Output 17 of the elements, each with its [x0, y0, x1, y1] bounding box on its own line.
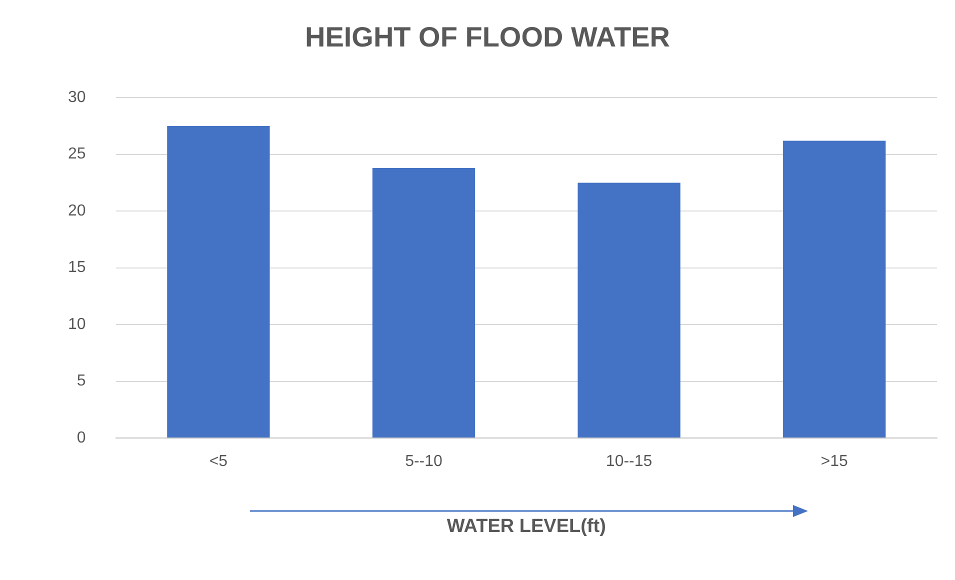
y-tick-label: 25	[68, 146, 86, 163]
x-tick-label: 10--15	[606, 453, 652, 470]
x-tick-label: <5	[209, 453, 228, 470]
y-tick-label: 5	[76, 372, 86, 390]
x-axis-title: WATER LEVEL(ft)	[446, 516, 606, 537]
x-tick-label: >15	[820, 453, 848, 470]
y-tick-label: 30	[68, 89, 86, 106]
y-tick-label: 15	[68, 259, 86, 276]
bar	[783, 140, 886, 438]
bar	[167, 126, 270, 438]
chart-title: HEIGHT OF FLOOD WATER	[304, 22, 670, 53]
bar	[578, 182, 680, 438]
y-tick-label: 10	[68, 316, 86, 333]
y-tick-label: 20	[68, 202, 86, 220]
y-tick-label: 0	[76, 429, 86, 446]
bar	[372, 168, 476, 438]
x-tick-label: 5--10	[405, 453, 443, 470]
